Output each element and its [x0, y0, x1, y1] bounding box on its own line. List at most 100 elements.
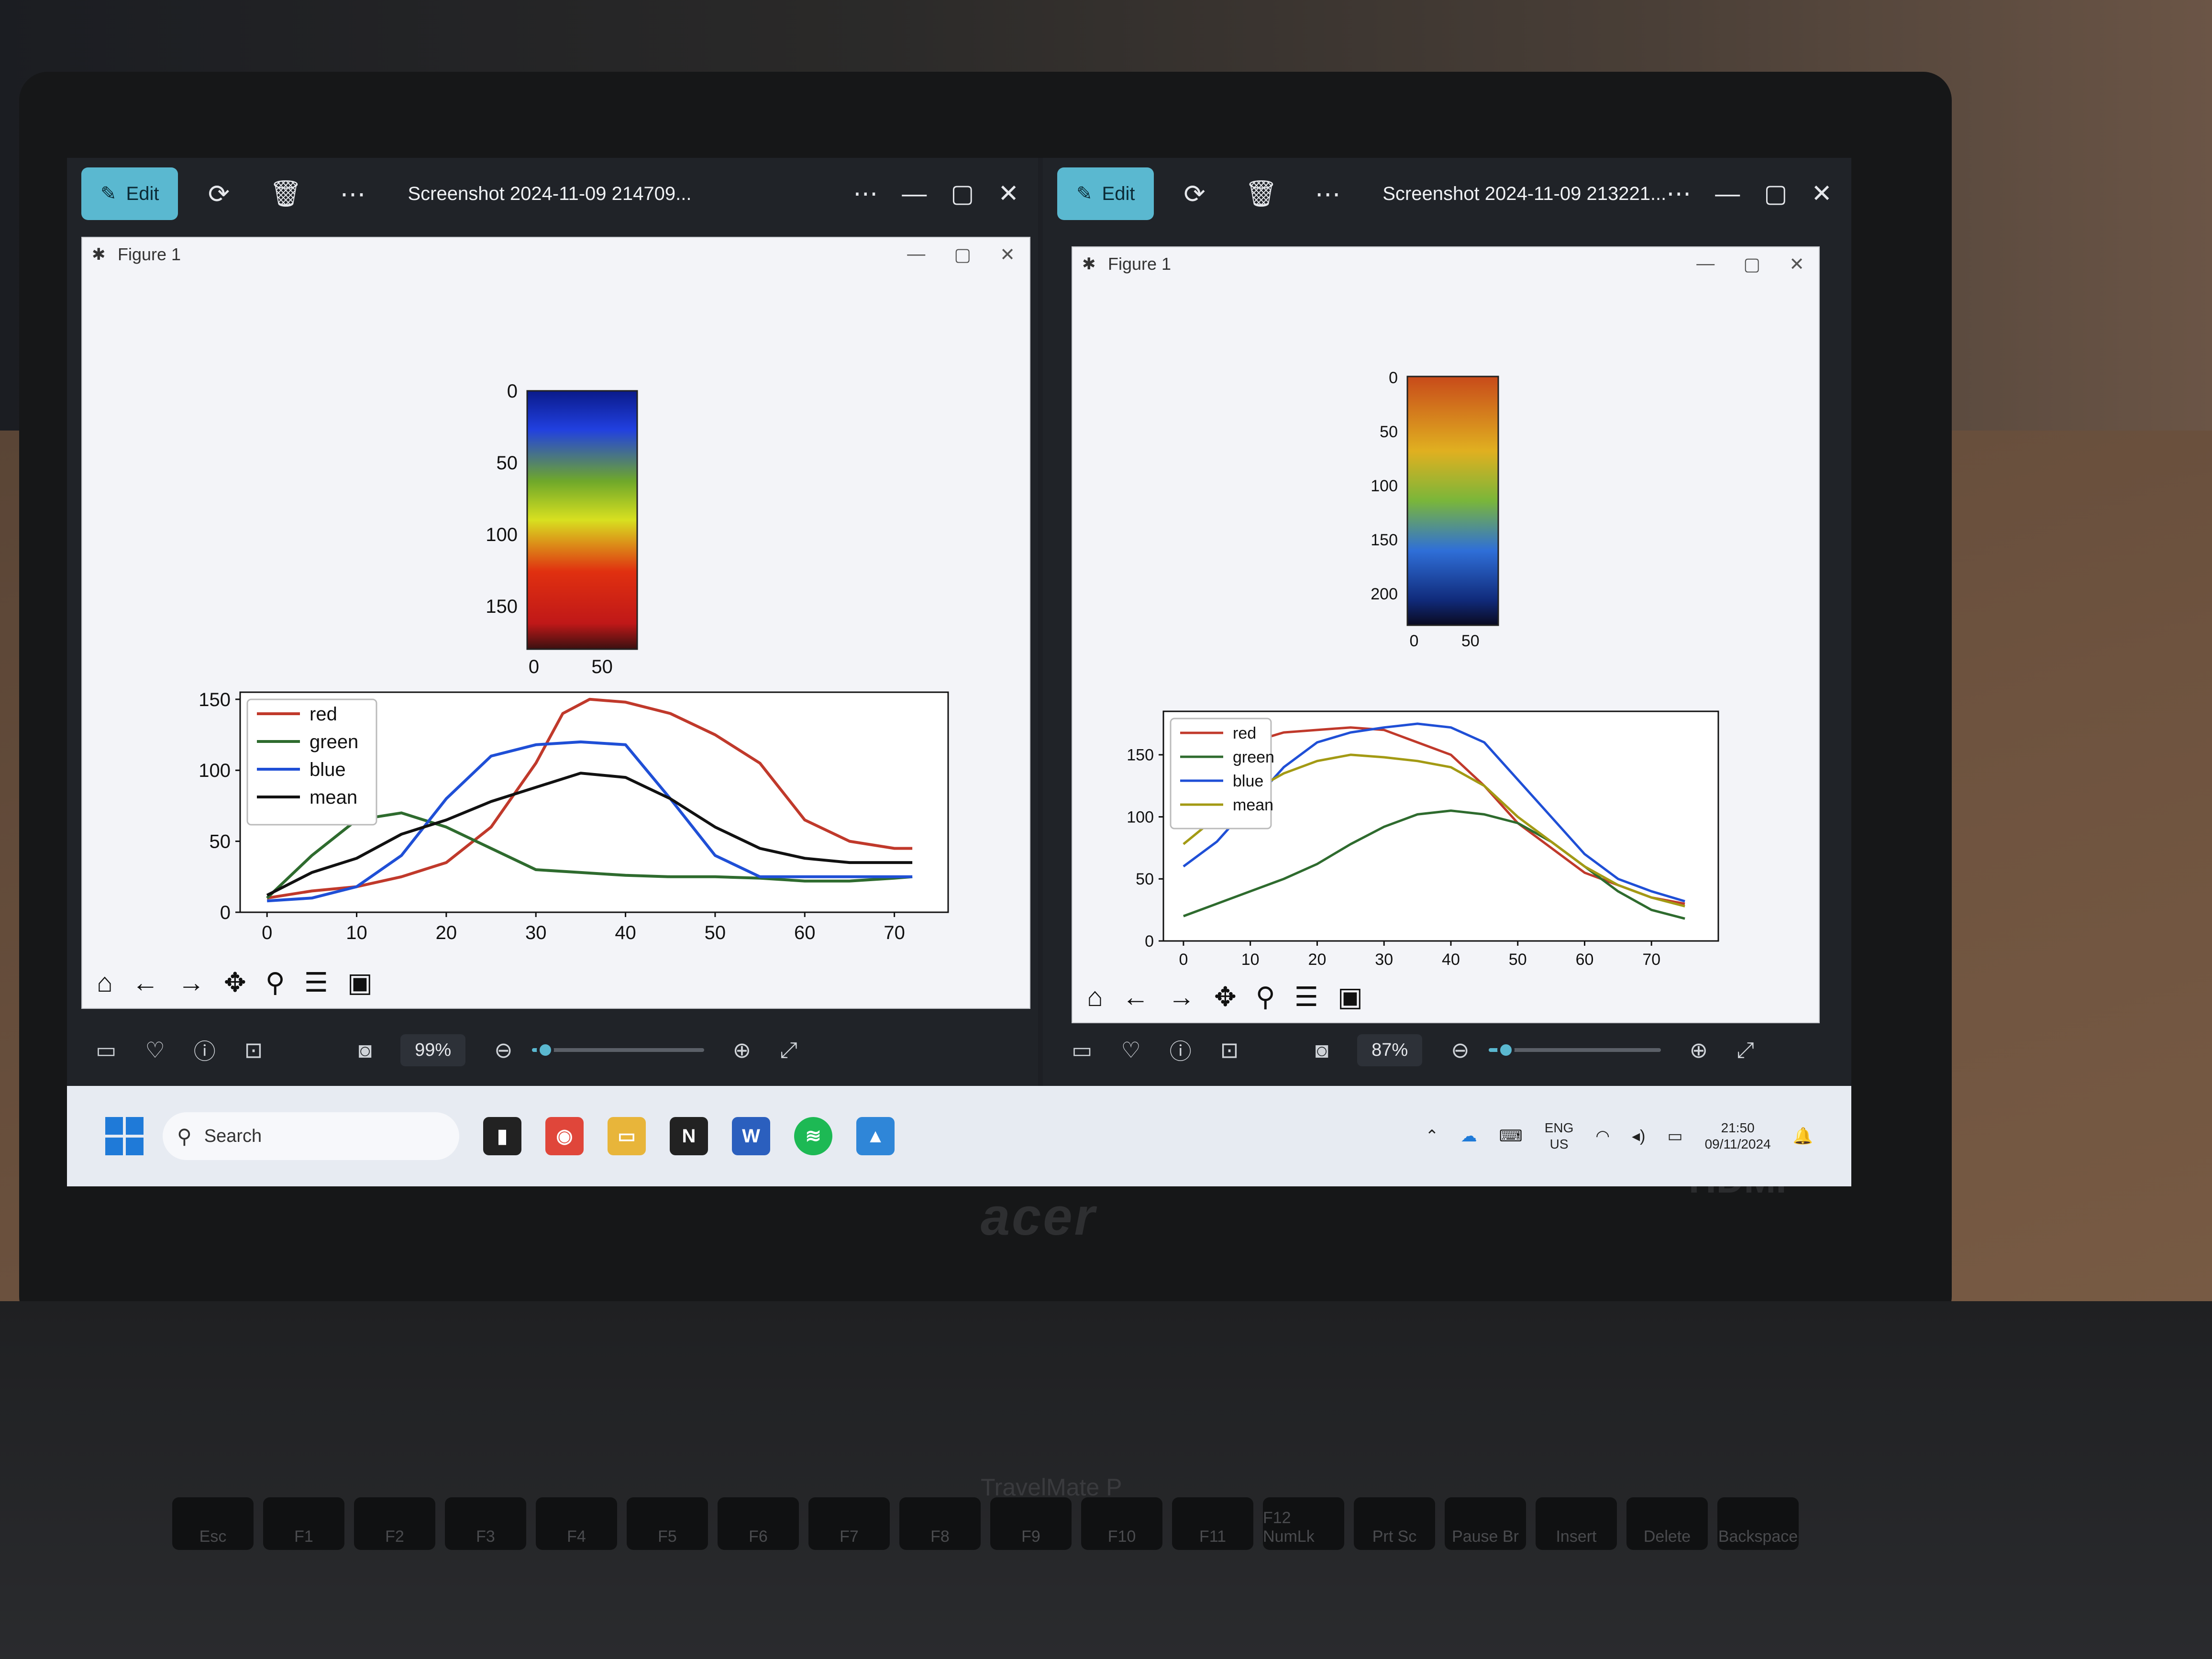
close-icon[interactable]: ✕	[998, 180, 1019, 208]
word-icon[interactable]: W	[732, 1117, 770, 1155]
trash-icon[interactable]: 🗑	[269, 179, 302, 208]
legend-box	[1170, 718, 1272, 830]
y-tick-label: 0	[1145, 932, 1154, 951]
forward-icon[interactable]: →	[1168, 982, 1195, 1012]
sliders-icon[interactable]: ☰	[1294, 982, 1318, 1012]
laptop-model: TravelMate P	[981, 1474, 1122, 1501]
home-icon[interactable]: ⌂	[1087, 982, 1103, 1012]
close-icon[interactable]: ✕	[1811, 180, 1832, 208]
back-icon[interactable]: ←	[132, 967, 159, 997]
notion-icon[interactable]: N	[670, 1117, 708, 1155]
clock[interactable]: 21:50 09/11/2024	[1705, 1120, 1771, 1152]
x-tick-label: 70	[1642, 951, 1660, 969]
pan-icon[interactable]: ✥	[1214, 982, 1237, 1012]
home-icon[interactable]: ⌂	[97, 967, 113, 997]
maximize-icon[interactable]: ▢	[951, 180, 974, 208]
heart-icon[interactable]: ♡	[145, 1038, 165, 1062]
language-indicator[interactable]: ENG US	[1545, 1120, 1574, 1152]
zoom-out-icon[interactable]: ⊖	[494, 1038, 513, 1062]
fit-icon[interactable]: ◙	[358, 1038, 372, 1062]
minimize-icon[interactable]: —	[907, 243, 926, 264]
keyboard-key: Pause Br	[1445, 1497, 1526, 1550]
close-icon[interactable]: ✕	[1789, 254, 1804, 275]
maximize-icon[interactable]: ▢	[1743, 254, 1761, 275]
file-title: Screenshot 2024-11-09 213221...	[1382, 183, 1667, 204]
figure-titlebar: ✱ Figure 1 — ▢ ✕	[82, 238, 1029, 271]
figure-title: Figure 1	[1108, 254, 1172, 274]
battery-icon[interactable]: ▭	[1667, 1127, 1683, 1145]
info-icon[interactable]: ⓘ	[193, 1039, 216, 1064]
filmstrip-icon[interactable]: ▭	[96, 1038, 117, 1062]
taskbar-search[interactable]: ⚲ Search	[163, 1112, 459, 1160]
keyboard-key: F10	[1081, 1497, 1162, 1550]
edit-button[interactable]: ✎ Edit	[81, 167, 178, 220]
region-code: US	[1549, 1137, 1569, 1151]
minimize-icon[interactable]: —	[902, 180, 927, 208]
x-tick-label: 50	[705, 922, 726, 943]
x-tick-label: 40	[615, 922, 636, 943]
figure-titlebar: ✱ Figure 1 — ▢ ✕	[1073, 247, 1819, 281]
more-options-icon[interactable]: ⋯	[853, 180, 878, 208]
fullscreen-icon[interactable]: ⤢	[1736, 1037, 1755, 1062]
sliders-icon[interactable]: ☰	[304, 967, 328, 997]
chrome-icon[interactable]: ◉	[545, 1117, 584, 1155]
trash-icon[interactable]: 🗑	[1245, 179, 1278, 208]
zoom-in-icon[interactable]: ⊕	[1689, 1038, 1708, 1062]
onedrive-icon[interactable]: ☁	[1460, 1127, 1477, 1145]
chevron-up-icon[interactable]: ⌃	[1425, 1127, 1439, 1145]
focus-icon[interactable]: ⊡	[1220, 1038, 1239, 1062]
volume-icon[interactable]: ◂)	[1632, 1127, 1646, 1145]
x-tick-label: 10	[1241, 951, 1260, 969]
zoom-level[interactable]: 87%	[1357, 1034, 1423, 1066]
fullscreen-icon[interactable]: ⤢	[780, 1037, 798, 1062]
series-line-green	[266, 811, 913, 899]
minimize-icon[interactable]: —	[1696, 253, 1715, 274]
back-icon[interactable]: ←	[1122, 982, 1149, 1012]
spotify-icon[interactable]: ≋	[794, 1117, 832, 1155]
figure-toolbar: ⌂ ← → ✥ ⚲ ☰ ▣	[1087, 981, 1363, 1013]
save-icon[interactable]: ▣	[347, 967, 373, 997]
pan-icon[interactable]: ✥	[223, 967, 246, 997]
edit-button[interactable]: ✎ Edit	[1057, 167, 1154, 220]
keyboard-key: F2	[354, 1497, 435, 1550]
forward-icon[interactable]: →	[177, 967, 205, 997]
search-icon: ⚲	[177, 1125, 192, 1148]
heart-icon[interactable]: ♡	[1121, 1038, 1141, 1062]
keyboard-key: Esc	[172, 1497, 254, 1550]
zoom-slider[interactable]	[531, 1041, 704, 1059]
magnifier-icon[interactable]: ⚲	[265, 967, 285, 997]
image-y-tick: 100	[486, 524, 518, 545]
maximize-icon[interactable]: ▢	[954, 244, 972, 265]
file-explorer-icon[interactable]: ▭	[608, 1117, 646, 1155]
minimize-icon[interactable]: —	[1715, 180, 1740, 208]
notification-bell-icon[interactable]: 🔔	[1792, 1127, 1813, 1145]
zoom-out-icon[interactable]: ⊖	[1451, 1038, 1470, 1062]
keyboard-icon[interactable]: ⌨	[1499, 1127, 1523, 1145]
close-icon[interactable]: ✕	[1000, 244, 1015, 265]
info-icon[interactable]: ⓘ	[1169, 1039, 1192, 1064]
legend-label: green	[310, 731, 358, 752]
more-options-icon[interactable]: ⋯	[1666, 180, 1692, 208]
zoom-level[interactable]: 99%	[400, 1034, 466, 1066]
zoom-in-icon[interactable]: ⊕	[732, 1038, 752, 1062]
rotate-icon[interactable]: ⟳	[208, 179, 230, 209]
magnifier-icon[interactable]: ⚲	[1255, 982, 1275, 1012]
fit-icon[interactable]: ◙	[1315, 1038, 1329, 1062]
more-icon[interactable]: ⋯	[340, 179, 366, 209]
rotate-icon[interactable]: ⟳	[1183, 179, 1206, 209]
photos-icon[interactable]: ▲	[856, 1117, 895, 1155]
more-icon[interactable]: ⋯	[1315, 179, 1341, 209]
focus-icon[interactable]: ⊡	[244, 1038, 263, 1062]
legend-label: mean	[1233, 796, 1273, 814]
x-tick-label: 60	[1576, 951, 1594, 969]
filmstrip-icon[interactable]: ▭	[1072, 1038, 1093, 1062]
left-viewer-toolbar: ✎ Edit ⟳ 🗑 ⋯ Screenshot 2024-11-09 21470…	[67, 158, 1038, 230]
task-view-icon[interactable]: ▮	[483, 1117, 521, 1155]
zoom-slider[interactable]	[1488, 1041, 1661, 1059]
maximize-icon[interactable]: ▢	[1764, 180, 1788, 208]
image-y-tick: 150	[486, 596, 518, 617]
save-icon[interactable]: ▣	[1337, 982, 1363, 1012]
wifi-icon[interactable]: ◠	[1595, 1127, 1610, 1145]
keyboard-key: F1	[263, 1497, 344, 1550]
start-button[interactable]	[105, 1117, 144, 1155]
